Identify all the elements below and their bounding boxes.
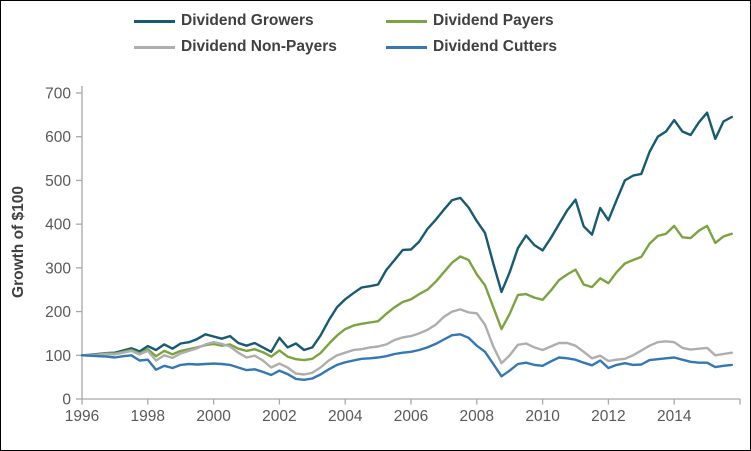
x-tick-label: 1996 xyxy=(65,408,99,425)
x-tick-label: 1998 xyxy=(131,408,165,425)
legend-line-swatch xyxy=(386,19,427,23)
y-axis-title: Growth of $100 xyxy=(10,186,27,298)
legend-item-3: Dividend Cutters xyxy=(386,34,557,60)
x-tick-label: 2000 xyxy=(196,408,231,425)
chart-legend: Dividend Growers Dividend Payers Dividend … xyxy=(134,8,557,60)
legend-label: Dividend Growers xyxy=(181,12,314,30)
legend-item-1: Dividend Payers xyxy=(386,8,557,34)
legend-line-swatch xyxy=(134,45,175,49)
x-tick-label: 2014 xyxy=(657,408,692,425)
series-line-3 xyxy=(80,333,733,381)
series-line-2 xyxy=(80,308,733,376)
legend-label: Dividend Cutters xyxy=(433,38,558,56)
x-tick-label: 2012 xyxy=(591,408,625,425)
y-tick-label: 400 xyxy=(45,217,71,234)
legend-label: Dividend Payers xyxy=(433,12,554,30)
series-line-0 xyxy=(80,111,733,357)
series-line-1 xyxy=(80,224,733,362)
legend-line-swatch xyxy=(386,45,427,49)
x-tick-label: 2010 xyxy=(525,408,560,425)
y-tick-label: 500 xyxy=(45,173,71,190)
y-tick-label: 600 xyxy=(45,129,71,146)
y-tick-label: 700 xyxy=(45,86,71,103)
legend-item-0: Dividend Growers xyxy=(134,8,386,34)
axes: 0 100 200 300 400 500 600 700 1996 1998 2000 2002 20… xyxy=(45,86,741,425)
x-tick-label: 2006 xyxy=(394,408,428,425)
legend-label: Dividend Non-Payers xyxy=(181,38,337,56)
chart-series-lines xyxy=(80,111,733,381)
x-tick-label: 2008 xyxy=(460,408,494,425)
x-tick-label: 2004 xyxy=(328,408,363,425)
legend-line-swatch xyxy=(134,19,175,23)
x-tick-label: 2002 xyxy=(262,408,296,425)
legend-item-2: Dividend Non-Payers xyxy=(134,34,386,60)
y-tick-label: 100 xyxy=(45,348,71,365)
y-tick-label: 0 xyxy=(62,392,71,409)
y-tick-label: 300 xyxy=(45,260,71,277)
y-tick-label: 200 xyxy=(45,304,71,321)
